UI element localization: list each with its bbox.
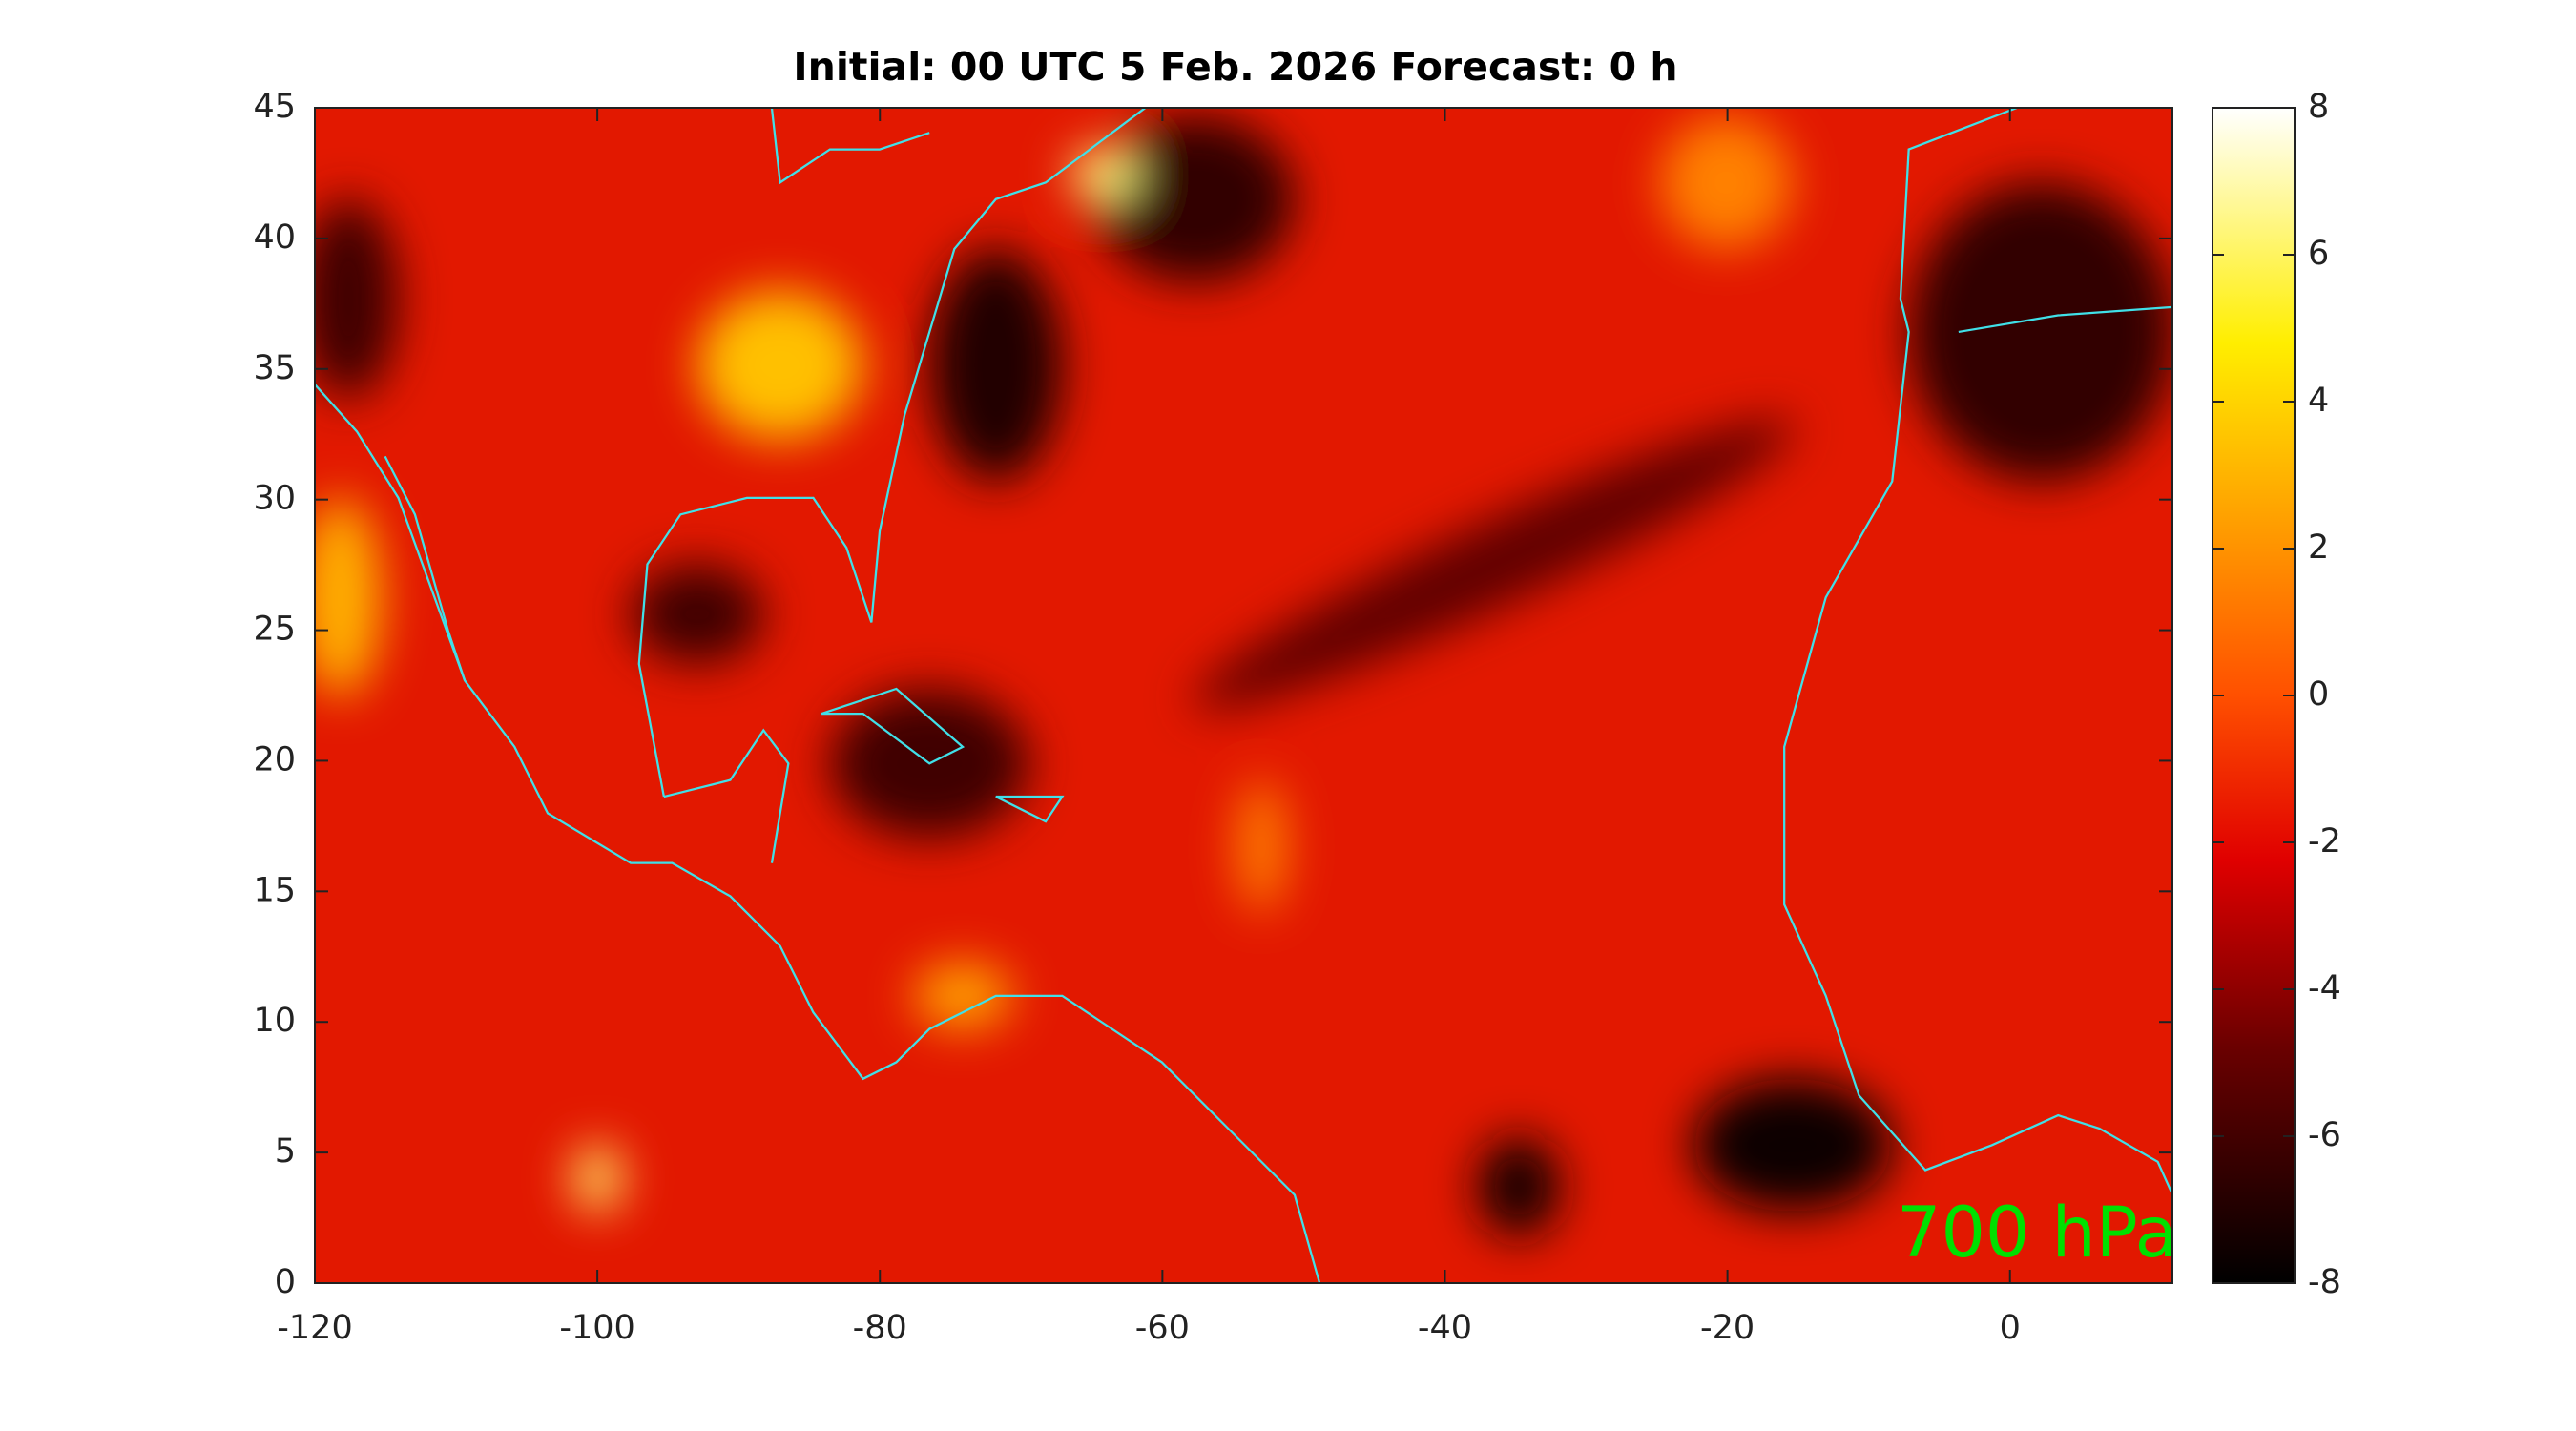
x-tick-label: -120 bbox=[277, 1309, 352, 1347]
plot-frame bbox=[314, 107, 2173, 1284]
colorbar-tick-label: -2 bbox=[2308, 822, 2341, 861]
x-tick-label: -40 bbox=[1418, 1309, 1472, 1347]
y-tick-label: 5 bbox=[275, 1132, 296, 1171]
colorbar-tick-label: 8 bbox=[2308, 88, 2329, 126]
x-tick-label: 0 bbox=[2000, 1309, 2021, 1347]
field: 700 hPa bbox=[315, 108, 2177, 1283]
colorbar-tick-label: 2 bbox=[2308, 529, 2329, 567]
colorbar-tick-label: 0 bbox=[2308, 675, 2329, 714]
y-tick-label: 20 bbox=[253, 740, 296, 778]
x-tick-label: -100 bbox=[559, 1309, 634, 1347]
coastlines bbox=[315, 108, 2172, 1283]
y-tick-label: 0 bbox=[275, 1263, 296, 1301]
colorbar bbox=[2212, 107, 2296, 1284]
colorbar-tick-label: 4 bbox=[2308, 382, 2329, 420]
level-label: 700 hPa bbox=[1897, 1192, 2177, 1274]
y-tick-label: 10 bbox=[253, 1002, 296, 1040]
y-tick-label: 40 bbox=[253, 218, 296, 257]
y-tick-label: 45 bbox=[253, 88, 296, 126]
y-tick-label: 25 bbox=[253, 611, 296, 649]
y-tick-label: 30 bbox=[253, 480, 296, 518]
title: Initial: 00 UTC 5 Feb. 2026 Forecast: 0 … bbox=[793, 44, 1677, 90]
x-tick-label: -80 bbox=[853, 1309, 907, 1347]
colorbar-tick-label: 6 bbox=[2308, 235, 2329, 273]
x-tick-label: -20 bbox=[1700, 1309, 1755, 1347]
colorbar-tick-label: -6 bbox=[2308, 1116, 2341, 1154]
colorbar-tick-label: -8 bbox=[2308, 1263, 2341, 1301]
colorbar-tick-label: -4 bbox=[2308, 969, 2341, 1007]
y-tick-label: 35 bbox=[253, 349, 296, 387]
x-tick-label: -60 bbox=[1135, 1309, 1190, 1347]
y-tick-label: 15 bbox=[253, 871, 296, 909]
field-features bbox=[315, 115, 2172, 1237]
